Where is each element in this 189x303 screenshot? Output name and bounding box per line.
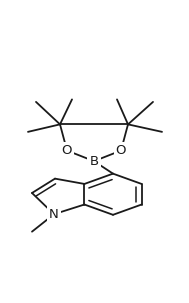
Text: O: O [62, 144, 72, 157]
Text: N: N [49, 208, 59, 221]
Text: B: B [89, 155, 98, 168]
Text: O: O [116, 144, 126, 157]
